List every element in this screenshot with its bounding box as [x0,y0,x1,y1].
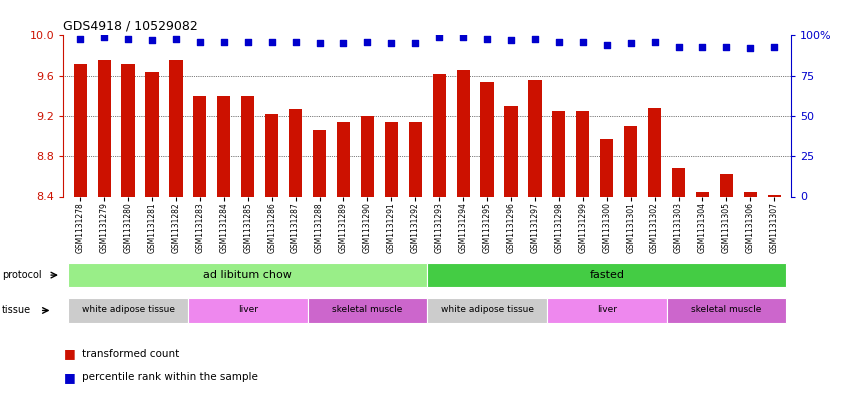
Bar [313,130,326,196]
Bar [337,122,350,196]
Point [288,39,302,45]
Point [648,39,662,45]
Text: white adipose tissue: white adipose tissue [81,305,174,314]
Point [74,35,87,42]
Bar [385,122,398,196]
Bar [576,111,590,196]
Bar [481,82,494,196]
Bar [667,298,786,323]
Point [265,39,278,45]
Point [217,39,231,45]
Text: skeletal muscle: skeletal muscle [332,305,403,314]
Text: skeletal muscle: skeletal muscle [691,305,761,314]
Bar [432,73,446,196]
Text: transformed count: transformed count [82,349,179,359]
Point [337,40,350,47]
Point [695,44,709,50]
Text: liver: liver [596,305,617,314]
Point [146,37,159,43]
Point [672,44,685,50]
Bar [529,80,541,196]
Point [600,42,613,48]
Point [720,44,733,50]
Bar [624,126,637,196]
Text: percentile rank within the sample: percentile rank within the sample [82,372,258,382]
Point [528,35,541,42]
Bar [193,96,206,196]
Bar [188,298,308,323]
Bar [146,72,158,196]
Point [576,39,590,45]
Bar [289,109,302,196]
Bar [720,174,733,196]
Bar [97,59,111,196]
Bar [648,108,662,196]
Text: protocol: protocol [2,270,41,280]
Bar [409,122,422,196]
Point [624,40,637,47]
Point [169,35,183,42]
Point [97,34,111,40]
Text: ■: ■ [63,371,75,384]
Bar [552,111,565,196]
Text: tissue: tissue [2,305,30,316]
Point [552,39,566,45]
Bar [265,114,278,196]
Point [360,39,374,45]
Point [456,34,470,40]
Bar [547,298,667,323]
Point [432,34,446,40]
Bar [600,139,613,196]
Point [481,35,494,42]
Bar [122,64,135,196]
Bar [744,193,757,196]
Point [504,37,518,43]
Text: ad libitum chow: ad libitum chow [203,270,292,279]
Bar [241,96,255,196]
Bar [696,193,709,196]
Point [313,40,327,47]
Text: fasted: fasted [589,270,624,279]
Bar [457,70,470,196]
Bar [69,298,188,323]
Bar [767,195,781,196]
Bar [427,263,786,287]
Text: white adipose tissue: white adipose tissue [441,305,534,314]
Bar [672,168,685,196]
Bar [217,96,230,196]
Bar [69,263,427,287]
Point [241,39,255,45]
Text: GDS4918 / 10529082: GDS4918 / 10529082 [63,20,198,33]
Point [409,40,422,47]
Point [385,40,398,47]
Point [121,35,135,42]
Bar [169,59,183,196]
Bar [427,298,547,323]
Point [767,44,781,50]
Bar [360,116,374,196]
Bar [74,64,87,196]
Bar [504,106,518,196]
Text: liver: liver [238,305,258,314]
Point [744,45,757,51]
Text: ■: ■ [63,347,75,360]
Point [193,39,206,45]
Bar [308,298,427,323]
